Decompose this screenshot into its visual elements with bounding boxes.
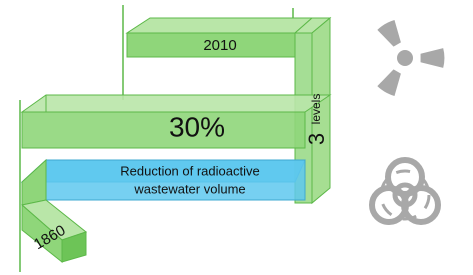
blue-slab-side	[22, 160, 46, 205]
levels-number: 3	[304, 133, 329, 145]
year-label: 2010	[203, 37, 236, 54]
levels-word: levels	[309, 94, 323, 125]
biohazard-icon	[372, 160, 438, 222]
description-line: wastewater volume	[133, 181, 245, 196]
slab-front-face	[22, 112, 305, 148]
slab-top-face	[22, 95, 330, 112]
percent-label: 30%	[169, 111, 225, 142]
slab-top-face	[127, 18, 312, 33]
description-line: Reduction of radioactive	[120, 163, 259, 178]
diagram: 2010 30% 3 levels Reduction of radioacti…	[0, 0, 473, 275]
radiation-icon	[374, 16, 453, 99]
